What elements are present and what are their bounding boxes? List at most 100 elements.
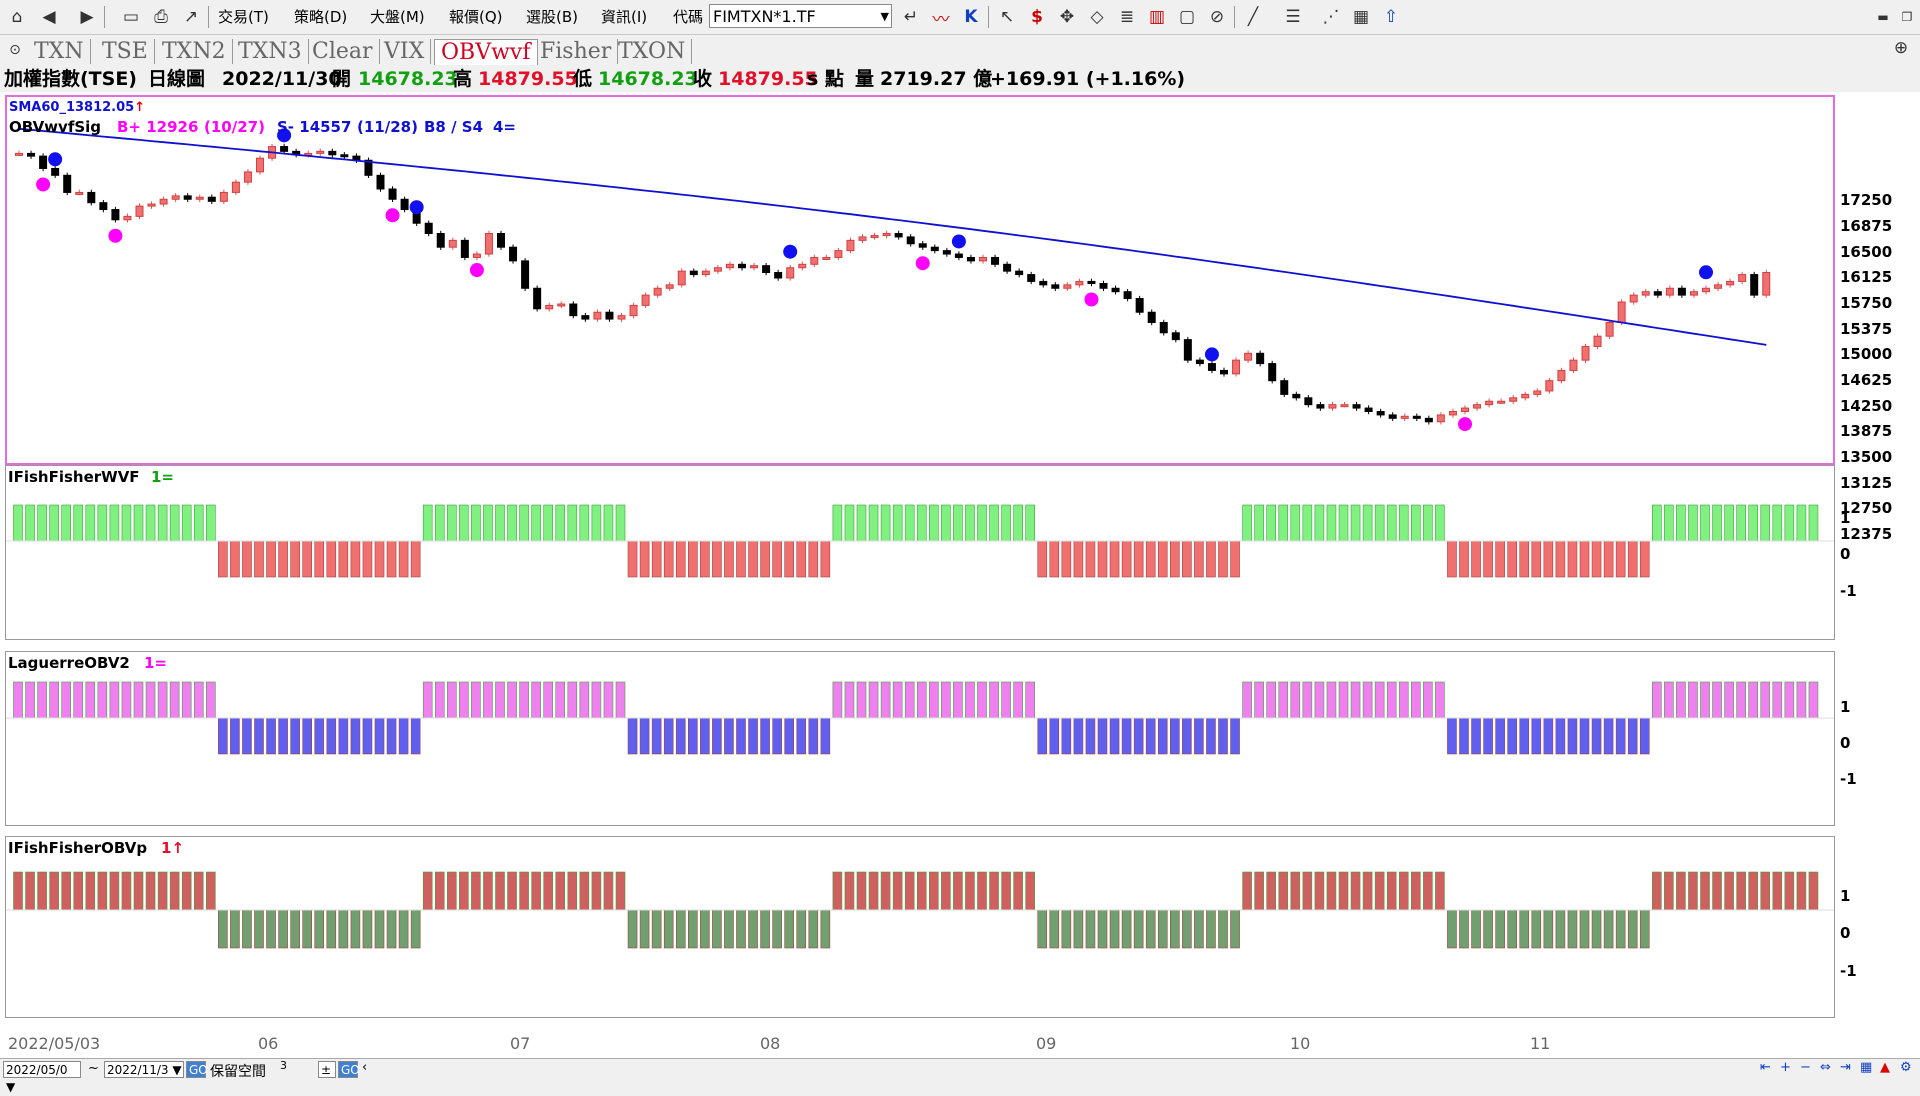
candle-body: [991, 256, 1000, 265]
dollar-icon[interactable]: $: [1031, 7, 1043, 27]
low-value: 14678.23: [598, 68, 698, 90]
tab-txn2[interactable]: TXN2: [156, 39, 233, 64]
fisher-wvf-panel[interactable]: IFishFisherWVF 1=: [5, 465, 1835, 640]
symbol-input[interactable]: FIMTXN*1.TF ▼: [709, 4, 892, 28]
bar-positive: [1435, 681, 1445, 719]
candle-body: [834, 250, 843, 258]
price-panel[interactable]: SMA60_13812.05↑ OBVwvfSig B+ 12926 (10/2…: [5, 95, 1835, 465]
draw-line-icon[interactable]: ╱: [1247, 7, 1259, 27]
candle-body: [147, 203, 156, 207]
bar-positive: [543, 504, 554, 542]
restore-icon[interactable]: ❐: [1901, 10, 1913, 24]
price-y-tick: 16500: [1840, 242, 1893, 261]
zoom-icon[interactable]: ⊕: [1893, 38, 1909, 58]
candle-body: [436, 233, 445, 248]
bar-positive: [1001, 871, 1011, 911]
candle-body: [111, 209, 120, 221]
apply-reserve-button[interactable]: GO: [338, 1061, 360, 1078]
bar-positive: [1350, 681, 1361, 719]
menu-market[interactable]: 大盤(M): [370, 8, 425, 26]
bar-positive: [1748, 871, 1758, 911]
bar-positive: [1242, 681, 1252, 719]
bar-positive: [1712, 504, 1722, 542]
grid-icon[interactable]: ▦: [1860, 1060, 1873, 1075]
scale-icon[interactable]: ⊘: [1209, 7, 1225, 27]
tab-txn3[interactable]: TXN3: [232, 39, 309, 64]
back-icon[interactable]: ◀: [42, 7, 56, 27]
bar-positive: [157, 871, 168, 911]
forward-icon[interactable]: ▶: [80, 7, 94, 27]
move-icon[interactable]: ✥: [1059, 7, 1075, 27]
bar-negative: [1591, 909, 1602, 949]
tab-txon[interactable]: TXON: [612, 39, 693, 64]
box-icon[interactable]: ▦: [1352, 7, 1370, 27]
bar-positive: [832, 871, 843, 911]
open-folder-icon[interactable]: ▭: [122, 7, 140, 27]
fisher-obvp-panel[interactable]: IFishFisherOBVp 1↑: [5, 836, 1835, 1018]
bar-positive: [193, 504, 204, 542]
tab-tse[interactable]: TSE: [96, 39, 155, 64]
tab-txn[interactable]: TXN: [28, 39, 91, 64]
tab-clear[interactable]: Clear: [306, 39, 380, 64]
bar-positive: [169, 504, 180, 542]
menu-info[interactable]: 資訊(I): [601, 8, 648, 26]
apply-range-button[interactable]: GO: [186, 1061, 208, 1078]
menu-quote[interactable]: 報價(Q): [449, 8, 503, 26]
zoom-out-icon[interactable]: −: [1800, 1060, 1811, 1075]
candle-body: [1388, 414, 1397, 419]
frame-icon[interactable]: ▢: [1178, 7, 1196, 27]
x-tick-06: 06: [258, 1034, 279, 1053]
export-icon[interactable]: ↗: [183, 7, 199, 27]
print-icon[interactable]: ⎙: [154, 7, 168, 27]
cross-line-icon[interactable]: ⋰: [1322, 7, 1340, 27]
menu-trade[interactable]: 交易(T): [218, 8, 269, 26]
bar-chart-icon[interactable]: ▥: [1148, 7, 1166, 27]
bar-negative: [326, 717, 337, 755]
alert-icon[interactable]: ▲: [1880, 1060, 1890, 1075]
bar-positive: [543, 681, 554, 719]
chart-icon[interactable]: 〰: [932, 9, 950, 30]
from-date-select[interactable]: 2022/05/0 ▼: [3, 1061, 81, 1094]
return-icon[interactable]: ↵: [903, 7, 919, 27]
scroll-left-icon[interactable]: ‹: [362, 1060, 368, 1075]
candle-body: [1147, 311, 1156, 324]
candle-body: [123, 215, 132, 221]
bar-positive: [1398, 871, 1409, 911]
bar-negative: [1133, 909, 1144, 949]
eraser-icon[interactable]: ◇: [1090, 7, 1104, 27]
menu-stock-select[interactable]: 選股(B): [526, 8, 578, 26]
home-icon[interactable]: ⌂: [11, 7, 23, 27]
price-y-tick: 16875: [1840, 216, 1893, 235]
scroll-first-icon[interactable]: ⇤: [1760, 1060, 1771, 1075]
settings-icon[interactable]: ⚙: [1900, 1060, 1912, 1075]
chart-area[interactable]: SMA60_13812.05↑ OBVwvfSig B+ 12926 (10/2…: [0, 92, 1920, 1060]
reserve-stepper[interactable]: ±: [318, 1061, 336, 1078]
levels-icon[interactable]: ☰: [1285, 7, 1301, 27]
candle-body: [846, 239, 855, 252]
list-icon[interactable]: ≣: [1119, 7, 1135, 27]
pan-icon[interactable]: ⇔: [1820, 1060, 1831, 1075]
chevron-down-icon[interactable]: ▼: [880, 10, 889, 23]
bar-positive: [1724, 504, 1734, 542]
candle-body: [63, 174, 72, 193]
bar-positive: [1664, 681, 1674, 719]
zoom-in-icon[interactable]: +: [1780, 1060, 1791, 1075]
bar-positive: [941, 504, 951, 542]
cursor-icon[interactable]: ↖: [999, 7, 1015, 27]
tab-vix[interactable]: VIX: [378, 39, 432, 64]
minimize-icon[interactable]: ▬: [1877, 10, 1889, 24]
tab-dropdown-icon[interactable]: ⊙: [9, 42, 21, 58]
scroll-last-icon[interactable]: ⇥: [1840, 1060, 1851, 1075]
k-line-icon[interactable]: K: [964, 7, 978, 27]
tab-fisher[interactable]: Fisher: [534, 39, 619, 64]
bar-negative: [290, 540, 300, 578]
tab-obvwvf[interactable]: OBVwvf: [434, 39, 538, 65]
bar-negative: [386, 717, 397, 755]
laguerre-panel[interactable]: LaguerreOBV2 1=: [5, 651, 1835, 826]
bar-negative: [1109, 717, 1120, 755]
arrow-up-icon[interactable]: ⇧: [1383, 7, 1399, 27]
bar-positive: [1025, 504, 1036, 542]
menu-strategy[interactable]: 策略(D): [294, 8, 348, 26]
to-date-select[interactable]: 2022/11/3 ▼: [104, 1061, 184, 1078]
volume-label: 量: [855, 68, 875, 90]
